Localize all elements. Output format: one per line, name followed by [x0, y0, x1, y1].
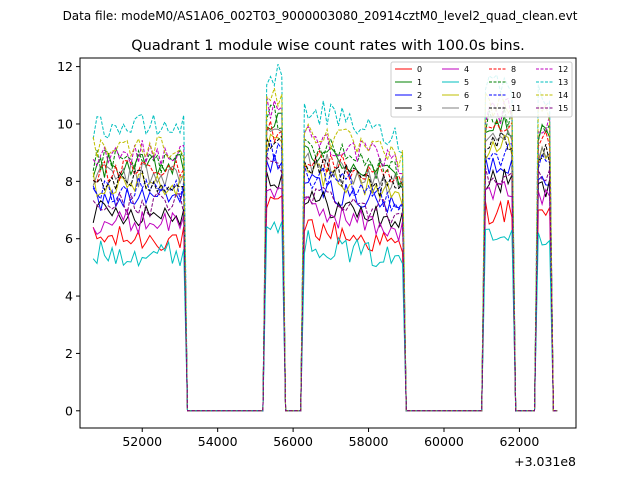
series-line-15 — [92, 154, 558, 412]
legend-label-1: 1 — [417, 78, 422, 87]
legend-label-10: 10 — [511, 91, 521, 100]
y-tick-label: 4 — [65, 289, 73, 304]
x-offset-label: +3.031e8 — [514, 454, 576, 469]
legend-label-4: 4 — [464, 65, 469, 74]
x-tick-label: 58000 — [349, 434, 389, 449]
chart-suptitle: Data file: modeM0/AS1A06_002T03_90000030… — [63, 9, 578, 23]
x-tick-label: 54000 — [198, 434, 238, 449]
legend-label-0: 0 — [417, 65, 422, 74]
y-tick-label: 2 — [65, 346, 73, 361]
legend-label-6: 6 — [464, 91, 469, 100]
legend-label-9: 9 — [511, 78, 516, 87]
x-tick-label: 62000 — [500, 434, 540, 449]
legend-label-7: 7 — [464, 104, 469, 113]
legend-label-3: 3 — [417, 104, 422, 113]
legend-label-14: 14 — [558, 91, 568, 100]
y-tick-label: 6 — [65, 231, 73, 246]
legend-label-2: 2 — [417, 91, 422, 100]
x-tick-label: 52000 — [122, 434, 162, 449]
chart-title: Quadrant 1 module wise count rates with … — [131, 38, 525, 54]
x-tick-label: 56000 — [273, 434, 313, 449]
series-layer — [92, 63, 558, 412]
legend-label-13: 13 — [558, 78, 568, 87]
legend-label-8: 8 — [511, 65, 516, 74]
x-tick-label: 60000 — [424, 434, 464, 449]
legend-frame — [390, 61, 573, 118]
legend-label-15: 15 — [558, 104, 568, 113]
plot-area-frame — [79, 57, 577, 429]
legend-label-11: 11 — [511, 104, 521, 113]
y-tick-label: 0 — [65, 403, 73, 418]
legend-label-12: 12 — [558, 65, 568, 74]
y-tick-label: 10 — [57, 116, 73, 131]
legend-label-5: 5 — [464, 78, 469, 87]
y-tick-label: 8 — [65, 174, 73, 189]
y-tick-label: 12 — [57, 59, 73, 74]
